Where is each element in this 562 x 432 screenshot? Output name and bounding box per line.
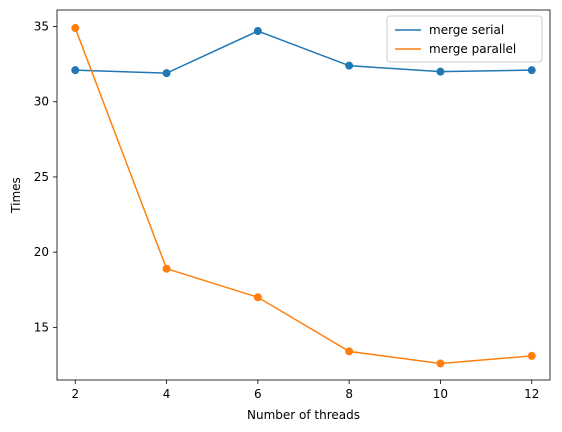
- legend-label: merge parallel: [429, 42, 516, 56]
- data-point-merge-serial: [436, 67, 445, 76]
- legend: merge serial merge parallel: [386, 15, 543, 63]
- x-tick-label: 6: [254, 387, 262, 401]
- series-merge-serial: [71, 27, 536, 78]
- data-point-merge-serial: [71, 66, 80, 75]
- data-point-merge-parallel: [436, 359, 445, 368]
- x-axis-ticks: 2 4 6 8 10 12: [71, 380, 539, 401]
- y-tick-label: 20: [34, 245, 49, 259]
- series-line-merge-serial: [75, 30, 532, 74]
- data-point-merge-serial: [345, 61, 354, 70]
- data-point-merge-parallel: [71, 24, 80, 33]
- y-axis-label: Times: [9, 177, 23, 214]
- y-axis-ticks: 15 20 25 30 35: [34, 20, 57, 334]
- x-axis-label: Number of threads: [247, 408, 360, 422]
- series-line-merge-parallel: [74, 27, 532, 365]
- legend-box: [386, 15, 543, 63]
- y-tick-label: 35: [34, 20, 49, 34]
- series-group: [71, 24, 536, 368]
- x-tick-label: 10: [433, 387, 448, 401]
- series-merge-parallel: [71, 24, 536, 368]
- x-tick-label: 8: [345, 387, 353, 401]
- x-tick-label: 12: [524, 387, 539, 401]
- data-point-merge-serial: [162, 69, 171, 78]
- data-point-merge-parallel: [527, 351, 536, 360]
- y-tick-label: 25: [34, 170, 49, 184]
- data-point-merge-parallel: [253, 293, 262, 302]
- y-tick-label: 30: [34, 95, 49, 109]
- legend-label: merge serial: [429, 23, 504, 37]
- data-point-merge-parallel: [345, 347, 354, 356]
- data-point-merge-serial: [527, 66, 536, 75]
- y-tick-label: 15: [34, 320, 49, 334]
- data-point-merge-parallel: [162, 264, 171, 273]
- data-point-merge-serial: [253, 27, 262, 36]
- x-tick-label: 2: [71, 387, 79, 401]
- x-tick-label: 4: [163, 387, 171, 401]
